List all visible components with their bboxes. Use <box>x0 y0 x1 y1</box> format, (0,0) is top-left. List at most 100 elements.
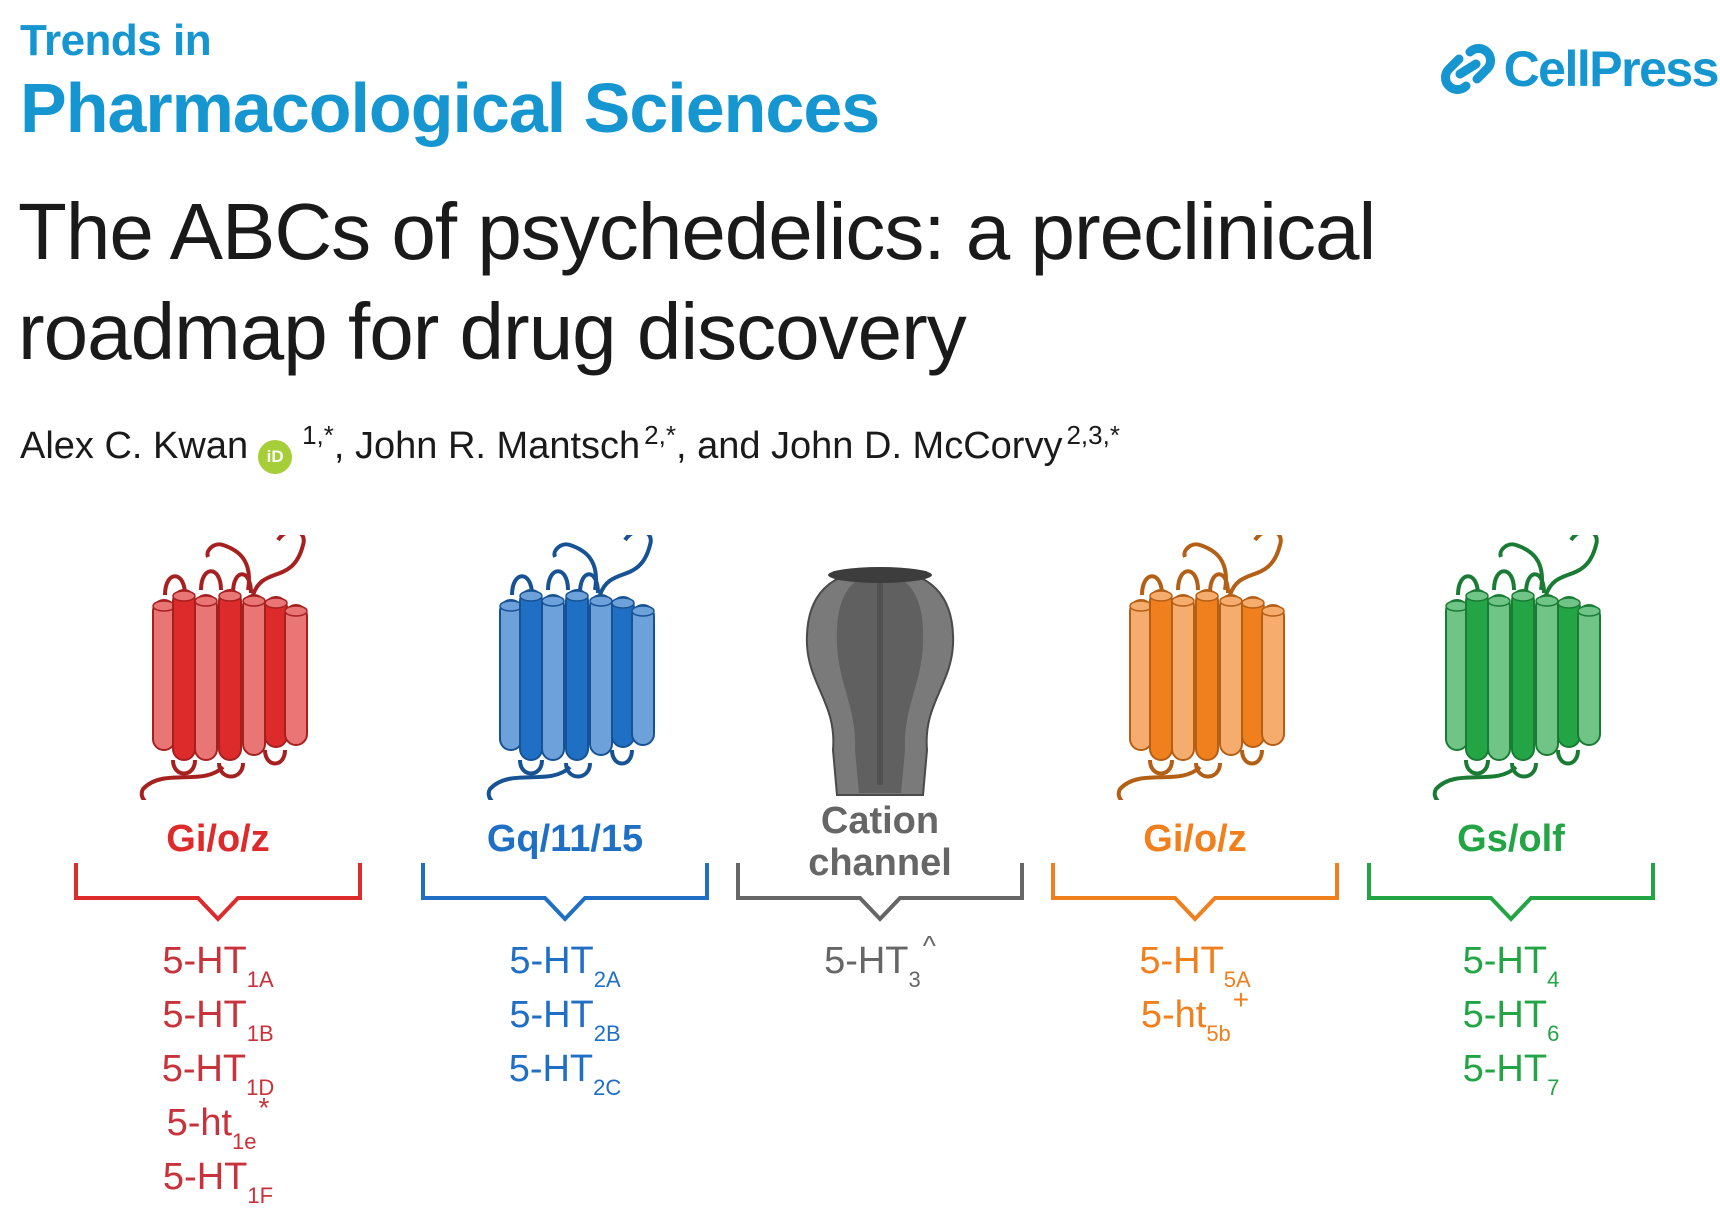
ion-channel-icon <box>805 567 955 796</box>
g-protein-coupling-label: Gi/o/z <box>73 818 363 860</box>
n-terminus <box>552 542 598 591</box>
receptor-base: 5-HT <box>509 994 594 1036</box>
receptor-base: 5-HT <box>509 940 594 982</box>
receptor-subtype: 5-HT 1F <box>73 1156 363 1210</box>
receptor-base: 5-HT <box>162 940 247 982</box>
transmembrane-helix <box>1535 594 1559 756</box>
label-line: Gi/o/z <box>166 818 270 860</box>
receptor-base: 5-HT <box>162 1156 248 1198</box>
grouping-bracket <box>74 863 362 922</box>
gpcr-receptor-icon <box>1116 535 1285 800</box>
author-name[interactable]: , John R. Mantsch <box>333 425 641 467</box>
receptor-subscript: 1B <box>246 1021 274 1046</box>
receptor-subtype: 5-HT 5A <box>1050 940 1340 994</box>
intracellular-tail <box>1116 765 1202 800</box>
transmembrane-helix <box>1557 596 1581 748</box>
extracellular-loops <box>163 535 306 596</box>
receptor-subtype: 5-HT 2B <box>420 994 710 1048</box>
transmembrane-helix <box>1195 589 1219 761</box>
receptor-base: 5-HT <box>161 1048 247 1090</box>
gpcr-receptor-icon <box>486 535 655 800</box>
g-protein-coupling-label: Gs/olf <box>1366 818 1656 860</box>
receptor-base: 5-ht <box>1140 994 1207 1036</box>
gpcr-receptor-icon <box>139 535 308 800</box>
extracellular-loops <box>510 535 653 596</box>
author-name[interactable]: Alex C. Kwan <box>20 425 249 467</box>
grouping-bracket <box>1051 863 1339 922</box>
transmembrane-helix <box>1261 604 1285 746</box>
transmembrane-helix <box>194 594 218 761</box>
author-affiliation: 2,3,* <box>1066 420 1120 450</box>
transmembrane-helix <box>1149 589 1173 761</box>
transmembrane-helix <box>172 589 196 761</box>
orcid-icon[interactable]: iD <box>258 440 293 474</box>
transmembrane-helix <box>499 599 523 751</box>
transmembrane-helix <box>1465 589 1489 761</box>
receptor-subtype-list: 5-HT 2A 5-HT 2B 5-HT 2C <box>420 940 710 1102</box>
transmembrane-helix <box>1129 599 1153 751</box>
intracellular-loops <box>1464 749 1580 779</box>
transmembrane-helix <box>1487 594 1511 761</box>
receptor-base: 5-ht <box>166 1102 233 1144</box>
transmembrane-helix <box>152 599 176 751</box>
article-title: The ABCs of psychedelics: a preclinical … <box>18 182 1376 382</box>
receptor-base: 5-HT <box>1462 994 1548 1036</box>
article-title-line-1: The ABCs of psychedelics: a preclinical <box>18 187 1376 276</box>
receptor-subtype: 5-HT 1B <box>73 994 363 1048</box>
transmembrane-helix <box>1511 589 1535 761</box>
intracellular-tail <box>1432 765 1518 800</box>
transmembrane-helix <box>242 594 266 756</box>
transmembrane-helix <box>284 604 308 746</box>
receptor-subtype-list: 5-HT 1A 5-HT 1B 5-HT 1D 5-ht 1e * 5-HT 1F <box>73 940 363 1210</box>
publisher-name: CellPress <box>1503 41 1720 97</box>
receptor-subscript: 1A <box>246 967 274 992</box>
transmembrane-helix <box>218 589 242 761</box>
receptor-subscript: 2C <box>593 1075 622 1100</box>
journal-series-label: Trends in <box>20 16 212 65</box>
transmembrane-helix <box>1445 599 1469 751</box>
intracellular-tail <box>486 765 572 800</box>
label-line: Cation <box>820 800 940 842</box>
transmembrane-helix <box>611 596 635 748</box>
label-line: Gq/11/15 <box>486 818 644 860</box>
receptor-subscript: 5A <box>1223 967 1251 992</box>
author-affiliation: 1,* <box>302 420 334 450</box>
intracellular-loops <box>518 749 634 779</box>
receptor-subtype: 5-HT 7 <box>1366 1048 1656 1102</box>
receptor-subtype: 5-HT 2C <box>420 1048 710 1102</box>
g-protein-coupling-label: Gq/11/15 <box>420 818 710 860</box>
label-line: Gi/o/z <box>1143 818 1247 860</box>
receptor-subtype: 5-HT 6 <box>1366 994 1656 1048</box>
receptor-footnote-mark: ^ <box>922 930 936 961</box>
label-line: channel <box>808 842 952 884</box>
receptor-subscript: 6 <box>1547 1021 1560 1046</box>
receptor-subscript: 5b <box>1206 1021 1231 1046</box>
receptor-subscript: 1F <box>247 1183 274 1208</box>
n-terminus <box>1182 542 1228 591</box>
receptor-subscript: 4 <box>1547 967 1560 992</box>
intracellular-loops <box>1148 749 1264 779</box>
receptor-subscript: 3 <box>908 967 921 992</box>
receptor-base: 5-HT <box>1462 940 1548 982</box>
receptor-subtype-list: 5-HT 4 5-HT 6 5-HT 7 <box>1366 940 1656 1102</box>
n-terminus <box>1498 542 1544 591</box>
article-title-line-2: roadmap for drug discovery <box>18 287 967 376</box>
receptor-subtype: 5-HT 1A <box>73 940 363 994</box>
author-affiliation: 2,* <box>644 420 676 450</box>
receptor-subtype: 5-ht 1e * <box>73 1092 363 1156</box>
transmembrane-helix <box>631 604 655 746</box>
channel-pore <box>828 567 932 583</box>
receptor-footnote-mark: * <box>258 1092 270 1123</box>
receptor-base: 5-HT <box>1462 1048 1548 1090</box>
author-list: Alex C. Kwan iD 1,* , John R. Mantsch 2,… <box>20 420 1120 474</box>
receptor-subtype-list: 5-HT 5A 5-ht 5b + <box>1050 940 1340 1048</box>
publisher-logo[interactable]: CellPress <box>1440 40 1720 98</box>
receptor-base: 5-HT <box>508 1048 594 1090</box>
transmembrane-helix <box>1241 596 1265 748</box>
receptor-footnote-mark: + <box>1232 984 1250 1015</box>
receptor-subtype: 5-HT 3 ^ <box>735 930 1025 994</box>
n-terminus <box>205 542 251 591</box>
author-name[interactable]: , and John D. McCorvy <box>675 425 1063 467</box>
receptor-subtype: 5-HT 2A <box>420 940 710 994</box>
grouping-bracket <box>421 863 709 922</box>
